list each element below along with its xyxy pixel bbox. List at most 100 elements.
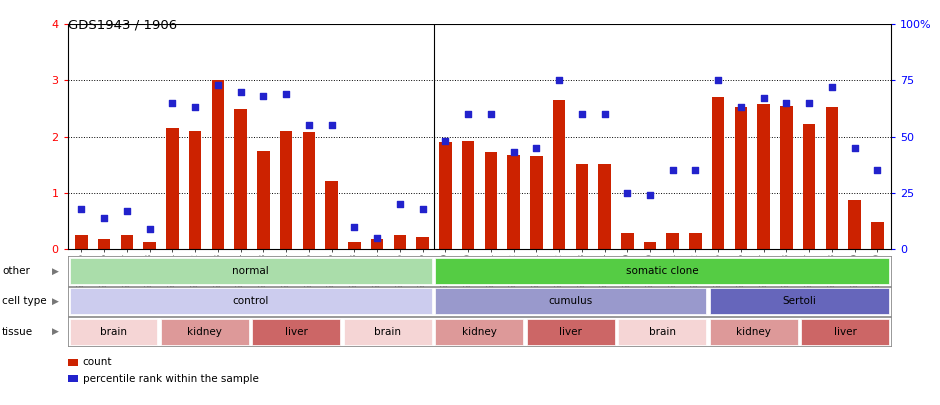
Bar [435,288,706,314]
Point [324,122,339,129]
Bar [98,239,110,249]
Text: brain: brain [374,327,401,337]
Point [642,192,657,198]
Point [438,138,453,145]
Bar [710,288,889,314]
Bar [325,181,337,249]
Point [666,167,681,174]
Bar [484,152,497,249]
Point [870,167,885,174]
Bar [161,319,249,345]
Point [188,104,203,111]
Bar [189,131,201,249]
Point [347,223,362,230]
Text: ▶: ▶ [53,297,59,306]
Point [211,82,226,88]
Text: GDS1943 / 1906: GDS1943 / 1906 [68,18,177,31]
Bar [598,164,611,249]
Bar [303,132,315,249]
Point [847,145,862,151]
Text: liver: liver [834,327,857,337]
Bar [619,319,706,345]
Point [688,167,703,174]
Point [619,190,634,196]
Bar [666,233,679,249]
Bar [280,131,292,249]
Point [142,226,157,232]
Text: control: control [232,296,269,306]
Bar [621,233,634,249]
Point [233,88,248,95]
Bar [344,319,431,345]
Text: brain: brain [649,327,676,337]
Point [506,149,521,156]
Text: kidney: kidney [187,327,223,337]
Bar [370,239,384,249]
Text: kidney: kidney [736,327,772,337]
Bar [527,319,615,345]
Bar [348,242,361,249]
Text: tissue: tissue [2,327,33,337]
Bar [644,242,656,249]
Text: cell type: cell type [2,296,46,306]
Text: ▶: ▶ [53,266,59,275]
Point [824,84,839,90]
Bar [435,319,524,345]
Text: normal: normal [232,266,269,276]
Bar [70,288,431,314]
Bar [825,107,838,249]
Bar [553,100,565,249]
Point [74,205,89,212]
Text: Sertoli: Sertoli [783,296,817,306]
Bar [780,106,792,249]
Point [392,201,407,207]
Text: brain: brain [100,327,127,337]
Point [779,100,794,106]
Point [97,214,112,221]
Bar [212,81,224,249]
Bar [70,258,431,284]
Bar [257,151,270,249]
Bar [166,128,179,249]
Bar [70,319,157,345]
Point [461,111,476,117]
Point [415,205,431,212]
Point [733,104,748,111]
Bar [849,200,861,249]
Text: kidney: kidney [462,327,497,337]
Bar [394,235,406,249]
Bar [871,222,884,249]
Bar [462,141,475,249]
Text: liver: liver [559,327,583,337]
Text: liver: liver [285,327,308,337]
Bar [802,319,889,345]
Text: count: count [83,358,112,367]
Bar [758,104,770,249]
Point [597,111,612,117]
Text: percentile rank within the sample: percentile rank within the sample [83,374,258,384]
Bar [508,155,520,249]
Bar [735,107,747,249]
Bar [416,237,429,249]
Bar [530,156,542,249]
Bar [253,319,340,345]
Point [574,111,589,117]
Text: cumulus: cumulus [549,296,593,306]
Bar [435,258,889,284]
Point [528,145,543,151]
Point [711,77,726,84]
Bar [575,164,588,249]
Bar [803,124,816,249]
Bar [143,242,156,249]
Bar [439,142,451,249]
Bar [120,235,133,249]
Bar [75,235,87,249]
Point [302,122,317,129]
Point [256,93,271,100]
Point [164,100,180,106]
Point [756,95,771,102]
Point [552,77,567,84]
Text: ▶: ▶ [53,327,59,336]
Text: somatic clone: somatic clone [626,266,698,276]
Bar [710,319,798,345]
